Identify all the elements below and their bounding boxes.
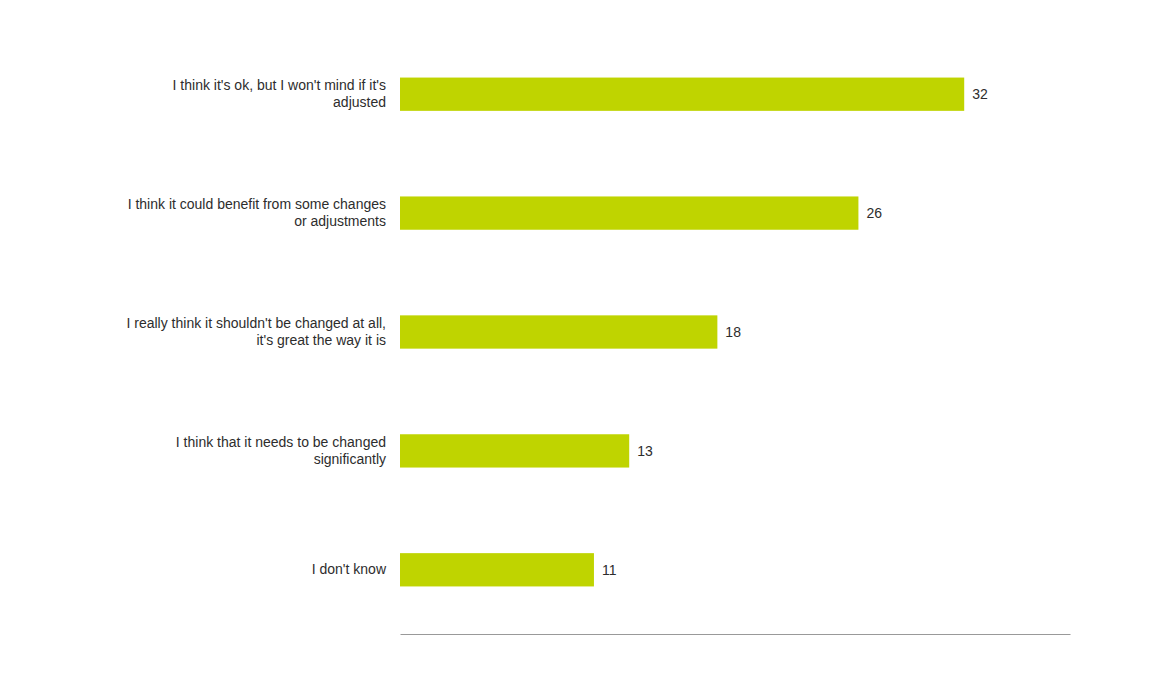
- y-axis: I think it's ok, but I won't mind if it'…: [127, 77, 387, 577]
- bar: [400, 196, 858, 229]
- chart-svg: I think it's ok, but I won't mind if it'…: [0, 0, 1150, 674]
- y-tick-label-line: I think that it needs to be changed: [176, 434, 386, 450]
- y-tick: I think that it needs to be changedsigni…: [176, 434, 386, 467]
- y-tick-label-line: significantly: [314, 451, 386, 467]
- y-tick-label-line: or adjustments: [294, 213, 386, 229]
- y-tick-label: I think it's ok, but I won't mind if it'…: [173, 77, 386, 110]
- data-label: 32: [972, 86, 988, 102]
- y-tick-label-line: I think it's ok, but I won't mind if it'…: [173, 77, 386, 93]
- bar: [400, 434, 629, 467]
- data-label: 18: [725, 324, 741, 340]
- y-tick-label-line: I think it could benefit from some chang…: [128, 196, 386, 212]
- y-tick: I think it's ok, but I won't mind if it'…: [173, 77, 386, 110]
- y-tick-label: I don't know: [312, 561, 387, 577]
- y-tick-label-line: it's great the way it is: [257, 332, 387, 348]
- bars: [400, 78, 964, 587]
- y-tick: I don't know: [312, 561, 387, 577]
- x-axis: [401, 634, 1071, 635]
- bar: [400, 78, 964, 111]
- y-tick-label: I really think it shouldn't be changed a…: [127, 315, 387, 348]
- plot-area: I think it's ok, but I won't mind if it'…: [127, 77, 1071, 634]
- x-axis-line: [401, 634, 1071, 635]
- y-tick: I think it could benefit from some chang…: [128, 196, 386, 229]
- bar: [400, 553, 594, 586]
- data-labels: 11 13 18 26 32: [602, 86, 988, 578]
- y-tick-label-line: I don't know: [312, 561, 387, 577]
- y-tick: I really think it shouldn't be changed a…: [127, 315, 387, 348]
- data-label: 26: [866, 205, 882, 221]
- chart-container: I think it's ok, but I won't mind if it'…: [0, 0, 1150, 674]
- data-label: 11: [602, 562, 617, 578]
- bar: [400, 315, 717, 348]
- y-tick-label-line: adjusted: [333, 94, 386, 110]
- data-label: 13: [637, 443, 653, 459]
- y-tick-label: I think that it needs to be changedsigni…: [176, 434, 386, 467]
- y-tick-label: I think it could benefit from some chang…: [128, 196, 386, 229]
- y-tick-label-line: I really think it shouldn't be changed a…: [127, 315, 387, 331]
